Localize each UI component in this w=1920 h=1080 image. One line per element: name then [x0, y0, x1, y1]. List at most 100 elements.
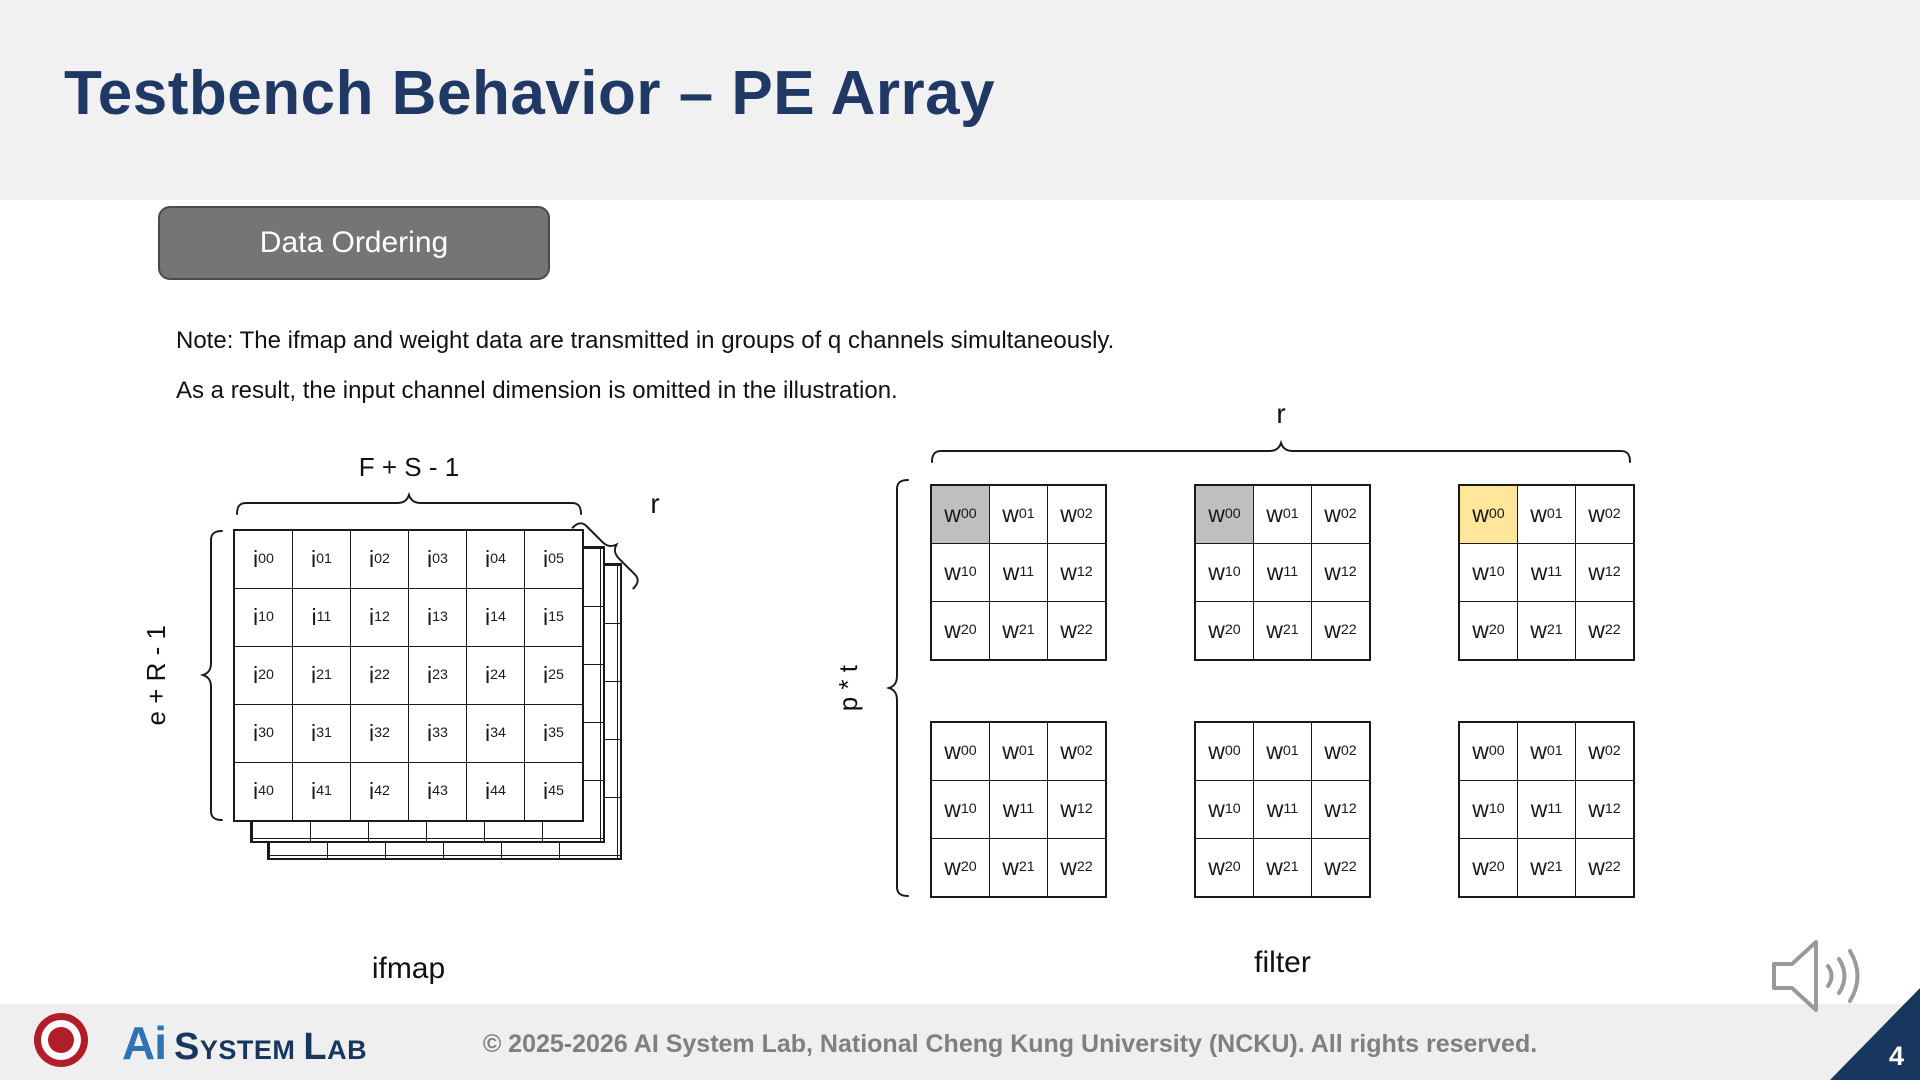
ifmap-cell: i 31 [293, 705, 350, 762]
weight-cell: w 21 [990, 839, 1047, 896]
weight-cell: w 12 [1048, 544, 1105, 601]
weight-cell: w 21 [1518, 839, 1575, 896]
ai-system-lab-logo: Ai System Lab [122, 1016, 367, 1070]
ifmap-cell: i 00 [235, 531, 292, 588]
weight-cell: w 11 [990, 781, 1047, 838]
weight-cell: w 20 [932, 602, 989, 659]
weight-cell: w 02 [1312, 723, 1369, 780]
weight-cell: w 22 [1576, 839, 1633, 896]
ncku-seal-core [48, 1027, 74, 1053]
ifmap-cell: i 43 [409, 763, 466, 820]
ifmap-cell: i 20 [235, 647, 292, 704]
weight-cell: w 11 [1254, 781, 1311, 838]
weight-cell: w 10 [1460, 781, 1517, 838]
weight-cell: w 12 [1576, 781, 1633, 838]
page-number: 4 [1888, 1041, 1904, 1071]
filter-pt-brace [886, 479, 909, 897]
weight-cell: w 00 [932, 723, 989, 780]
speaker-icon[interactable] [1766, 930, 1878, 1026]
filter-grid-2: w 00 w 01 w 02 w 10 w 11 w 12 w 20 w 21 w 22 [1194, 484, 1371, 661]
weight-cell: w 00 [1460, 723, 1517, 780]
weight-cell: w 10 [1196, 781, 1253, 838]
weight-cell: w 22 [1576, 602, 1633, 659]
weight-cell: w 10 [932, 544, 989, 601]
weight-cell: w 10 [1460, 544, 1517, 601]
ifmap-cell: i 42 [351, 763, 408, 820]
filter-grid-3: w 00 w 01 w 02 w 10 w 11 w 12 w 20 w 21 w 22 [1458, 484, 1635, 661]
weight-cell: w 02 [1576, 723, 1633, 780]
ifmap-cell: i 02 [351, 531, 408, 588]
ifmap-cell: i 44 [467, 763, 524, 820]
weight-cell: w 00 [932, 486, 989, 543]
weight-cell: w 01 [1254, 486, 1311, 543]
ifmap-cell: i 41 [293, 763, 350, 820]
ifmap-cell: i 05 [525, 531, 582, 588]
ncku-seal-logo [34, 1013, 88, 1067]
weight-cell: w 21 [1254, 839, 1311, 896]
weight-cell: w 01 [1254, 723, 1311, 780]
weight-cell: w 01 [1518, 723, 1575, 780]
weight-cell: w 12 [1576, 544, 1633, 601]
weight-cell: w 02 [1048, 486, 1105, 543]
weight-cell: w 21 [1518, 602, 1575, 659]
ifmap-cell: i 33 [409, 705, 466, 762]
note-line-1: Note: The ifmap and weight data are tran… [176, 327, 1115, 354]
weight-cell: w 10 [1196, 544, 1253, 601]
ifmap-cell: i 25 [525, 647, 582, 704]
page-title: Testbench Behavior – PE Array [64, 59, 996, 128]
ifmap-cell: i 40 [235, 763, 292, 820]
ifmap-cell: i 12 [351, 589, 408, 646]
weight-cell: w 20 [932, 839, 989, 896]
weight-cell: w 12 [1312, 544, 1369, 601]
filter-pt-label: p * t [832, 664, 863, 712]
weight-cell: w 12 [1312, 781, 1369, 838]
ifmap-cell: i 11 [293, 589, 350, 646]
weight-cell: w 11 [1518, 781, 1575, 838]
ifmap-cell: i 45 [525, 763, 582, 820]
weight-cell: w 20 [1196, 602, 1253, 659]
ifmap-cell: i 23 [409, 647, 466, 704]
weight-cell: w 21 [990, 602, 1047, 659]
weight-cell: w 11 [1518, 544, 1575, 601]
ifmap-cell: i 24 [467, 647, 524, 704]
weight-cell: w 22 [1048, 602, 1105, 659]
ifmap-cell: i 22 [351, 647, 408, 704]
logo-word-system: System [174, 1026, 296, 1068]
ifmap-cell: i 04 [467, 531, 524, 588]
copyright-text: © 2025-2026 AI System Lab, National Chen… [482, 1030, 1538, 1058]
weight-cell: w 01 [1518, 486, 1575, 543]
weight-cell: w 02 [1312, 486, 1369, 543]
weight-cell: w 00 [1460, 486, 1517, 543]
ifmap-cell: i 13 [409, 589, 466, 646]
ifmap-height-label: e + R - 1 [140, 625, 171, 726]
filter-grid-4: w 00 w 01 w 02 w 10 w 11 w 12 w 20 w 21 w 22 [930, 721, 1107, 898]
note-line-2: As a result, the input channel dimension… [176, 377, 898, 404]
ncku-seal-inner [41, 1020, 81, 1060]
filter-grid-6: w 00 w 01 w 02 w 10 w 11 w 12 w 20 w 21 w 22 [1458, 721, 1635, 898]
ifmap-cell: i 03 [409, 531, 466, 588]
ifmap-caption: ifmap [371, 952, 446, 985]
ifmap-cell: i 21 [293, 647, 350, 704]
weight-cell: w 02 [1048, 723, 1105, 780]
ifmap-cell: i 35 [525, 705, 582, 762]
weight-cell: w 20 [1196, 839, 1253, 896]
weight-cell: w 20 [1460, 602, 1517, 659]
header-band [0, 0, 1920, 200]
ifmap-cell: i 15 [525, 589, 582, 646]
filter-r-brace [931, 440, 1631, 463]
logo-word-lab: Lab [303, 1026, 368, 1068]
filter-r-label: r [1276, 398, 1286, 429]
weight-cell: w 01 [990, 723, 1047, 780]
weight-cell: w 00 [1196, 486, 1253, 543]
filter-grids: w 00 w 01 w 02 w 10 w 11 w 12 w 20 w 21 w 22 w 00 w 01 w 02 w 10 w… [930, 484, 1635, 898]
weight-cell: w 22 [1312, 839, 1369, 896]
weight-cell: w 20 [1460, 839, 1517, 896]
note-text: Note: The ifmap and weight data are tran… [176, 316, 1114, 416]
weight-cell: w 01 [990, 486, 1047, 543]
weight-cell: w 10 [932, 781, 989, 838]
weight-cell: w 11 [990, 544, 1047, 601]
ifmap-width-brace [236, 492, 582, 515]
weight-cell: w 11 [1254, 544, 1311, 601]
ifmap-depth-label: r [650, 488, 660, 519]
